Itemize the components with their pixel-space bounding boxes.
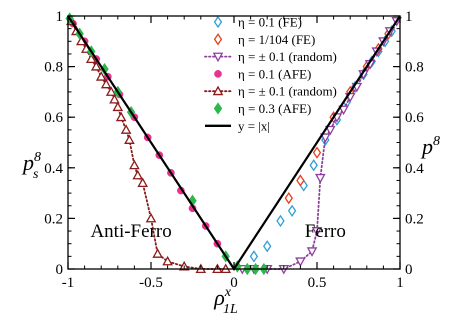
y-tick-label-left-1: 0.2: [44, 211, 63, 227]
series-4-point-6: [95, 71, 107, 81]
series-4-point-10: [112, 101, 124, 112]
series-0-point-0: [249, 250, 259, 263]
legend-label-3: η = 0.1 (AFE): [238, 66, 311, 81]
series-2-point-5: [306, 247, 318, 257]
legend-swatch-marker-3: [214, 70, 222, 78]
y-tick-label-right-2: 0.4: [405, 161, 424, 177]
x-axis-label-sub: 1L: [223, 302, 238, 317]
y-axis-label-right-sup: 8: [433, 134, 440, 149]
series-4-point-5: [90, 61, 102, 71]
annotations: Anti-Ferro Ferro: [90, 221, 345, 242]
x-tick-label-4: 1: [396, 275, 404, 291]
series-2-point-7: [315, 173, 326, 184]
legend-label-2: η = ± 0.1 (random): [238, 49, 337, 64]
y-tick-label-right-3: 0.6: [405, 110, 424, 126]
legend-swatch-marker-0: [213, 15, 223, 29]
series-1-point-1: [296, 174, 305, 187]
legend-entry-3: η = 0.1 (AFE): [214, 66, 311, 81]
annotation-0: Anti-Ferro: [90, 221, 171, 242]
y-tick-label-left-5: 1: [56, 9, 64, 25]
x-tick-label-3: 0.5: [308, 275, 327, 291]
series-4-point-11: [115, 111, 127, 122]
y-tick-label-left-2: 0.4: [44, 161, 63, 177]
series-4-point-4: [85, 53, 97, 64]
x-tick-label-2: 0: [230, 275, 238, 291]
legend-label-6: y = |x|: [238, 118, 270, 133]
legend-swatch-marker-2: [212, 52, 224, 63]
legend-label-4: η = ± 0.1 (random): [238, 84, 337, 99]
legend-entry-4: η = ± 0.1 (random): [204, 84, 337, 99]
legend-entry-2: η = ± 0.1 (random): [204, 49, 337, 64]
y-axis-label-left-base: p: [21, 150, 34, 175]
series-4-point-17: [145, 212, 157, 223]
series-2-point-4: [295, 257, 306, 267]
legend-entry-5: η = 0.3 (AFE): [213, 101, 311, 116]
y-tick-label-left-4: 0.8: [44, 60, 63, 76]
series-0-point-5: [309, 159, 318, 172]
legend-entry-1: η = 1/104 (FE): [213, 32, 315, 47]
series-1-point-2: [312, 146, 322, 159]
y-tick-label-left-3: 0.6: [44, 110, 63, 126]
series-2-point-8: [319, 133, 331, 143]
series-2-point-6: [311, 227, 323, 237]
x-tick-label-0: -1: [62, 275, 75, 291]
legend-entry-0: η = 0.1 (FE): [213, 15, 302, 30]
series-2-point-9: [324, 125, 336, 136]
series-0-point-2: [276, 214, 285, 228]
legend-label-5: η = 0.3 (AFE): [238, 101, 311, 116]
y-tick-label-right-0: 0: [405, 262, 413, 278]
annotation-1: Ferro: [305, 221, 346, 242]
series-4-point-8: [105, 86, 117, 96]
y-tick-label-left-0: 0: [56, 262, 64, 278]
series-4-point-9: [109, 93, 120, 104]
y-axis-label-right-base: p: [420, 134, 433, 159]
series-4-point-14: [129, 159, 140, 170]
legend-swatch-marker-5: [213, 102, 223, 115]
series-4-point-18: [152, 248, 163, 258]
series-4-point-15: [132, 169, 144, 180]
series-1-point-0: [284, 192, 293, 205]
x-axis-label-base: ρ: [213, 285, 225, 310]
legend-swatch-marker-1: [213, 33, 223, 46]
y-axis-label-left-sup: 8: [34, 150, 41, 165]
legend-label-1: η = 1/104 (FE): [238, 32, 315, 47]
y-tick-label-right-4: 0.8: [405, 60, 424, 76]
series-0-point-1: [263, 240, 272, 253]
series-4-point-13: [124, 134, 135, 144]
y-axis-label-left-sub: s: [33, 167, 39, 182]
series-2-point-11: [338, 105, 349, 116]
y-tick-label-right-1: 0.2: [405, 211, 424, 227]
y-axis-label-left: p8 s: [21, 150, 41, 182]
y-axis-label-right: p8: [420, 134, 440, 159]
x-axis-label-sup: x: [224, 285, 232, 300]
series-4-point-7: [100, 78, 112, 89]
legend: η = 0.1 (FE) η = 1/104 (FE) η = ± 0.1 (ran…: [204, 15, 337, 133]
x-axis-label: ρx 1L: [213, 285, 238, 317]
legend-label-0: η = 0.1 (FE): [238, 15, 302, 30]
series-4-point-19: [162, 255, 173, 266]
axes: -1 -0.5 0 0.5 10 00.2 0.20.4 0.40.6 0.60.8 0.81 1ρ…: [21, 9, 440, 317]
series-4-point-16: [137, 177, 149, 187]
legend-swatch-marker-4: [212, 85, 224, 96]
series-0-point-3: [287, 204, 297, 217]
x-tick-label-1: -0.5: [139, 275, 163, 291]
legend-entry-6: y = |x|: [205, 118, 270, 133]
series-4-point-12: [120, 124, 132, 134]
y-tick-label-right-5: 1: [405, 9, 413, 25]
